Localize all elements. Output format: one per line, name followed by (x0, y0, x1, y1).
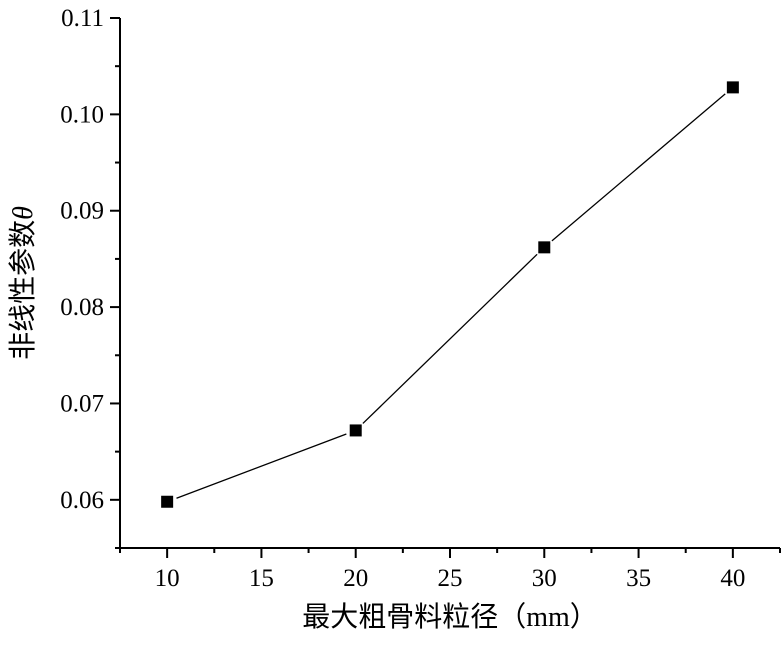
x-axis-tick-label: 10 (155, 565, 180, 592)
x-axis-tick-label: 40 (720, 565, 745, 592)
x-axis-tick-label: 20 (343, 565, 368, 592)
y-axis-tick-label: 0.06 (60, 487, 104, 514)
y-axis-tick-label: 0.11 (61, 5, 104, 32)
y-axis-label: 非线性参数θ (7, 206, 39, 360)
data-point-marker (349, 424, 362, 437)
data-point-marker (726, 81, 739, 94)
y-axis-tick-label: 0.08 (60, 294, 104, 321)
data-line-segment (551, 93, 726, 242)
y-axis-tick-label: 0.07 (60, 390, 104, 417)
x-axis-tick-label: 30 (532, 565, 557, 592)
data-point-marker (538, 241, 551, 254)
x-axis-tick-label: 25 (438, 565, 463, 592)
y-axis-tick-label: 0.10 (60, 101, 104, 128)
x-axis-tick-label: 15 (249, 565, 274, 592)
y-axis-tick-label: 0.09 (60, 198, 104, 225)
data-point-marker (161, 495, 174, 508)
x-axis-label: 最大粗骨料粒径（mm） (302, 601, 598, 633)
x-axis-tick-label: 35 (626, 565, 651, 592)
data-line-segment (362, 253, 538, 424)
data-line-segment (176, 433, 347, 499)
